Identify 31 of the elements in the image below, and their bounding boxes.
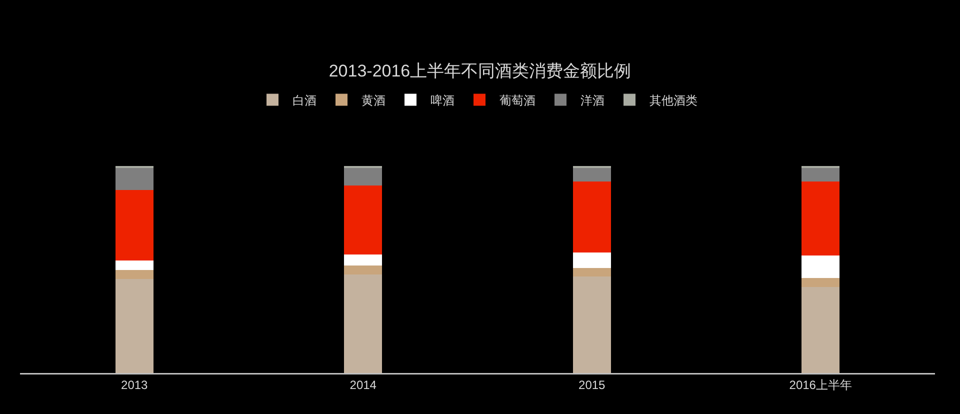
bar [115,278,154,373]
bar [802,286,840,373]
bar [344,254,382,266]
x-tick-label: 2015 [578,378,606,392]
bar [115,260,154,270]
bar [115,190,154,260]
bar [344,168,382,186]
legend-label: 其他酒类 [650,93,698,108]
bar [572,182,611,253]
bar [802,255,840,278]
bar [344,266,382,275]
bar [802,168,840,182]
legend-label: 葡萄酒 [500,93,536,108]
x-tick-label: 2016上半年 [789,378,852,392]
legend-label: 洋酒 [580,93,604,108]
bar [572,276,611,373]
legend-label: 黄酒 [362,93,386,108]
x-tick-label: 2014 [350,378,377,392]
chart-title: 2013-2016上半年不同酒类消费金额比例 [328,61,632,80]
bar [572,252,611,268]
bar [115,168,154,190]
bar [572,168,611,182]
x-tick-label: 2013 [121,378,148,392]
bar [115,270,154,279]
legend-label: 啤酒 [430,93,454,108]
legend-label: 白酒 [292,93,316,108]
bar [802,278,840,287]
bar [344,185,382,255]
bar [572,268,611,276]
bar [802,182,840,256]
bar [344,274,382,373]
